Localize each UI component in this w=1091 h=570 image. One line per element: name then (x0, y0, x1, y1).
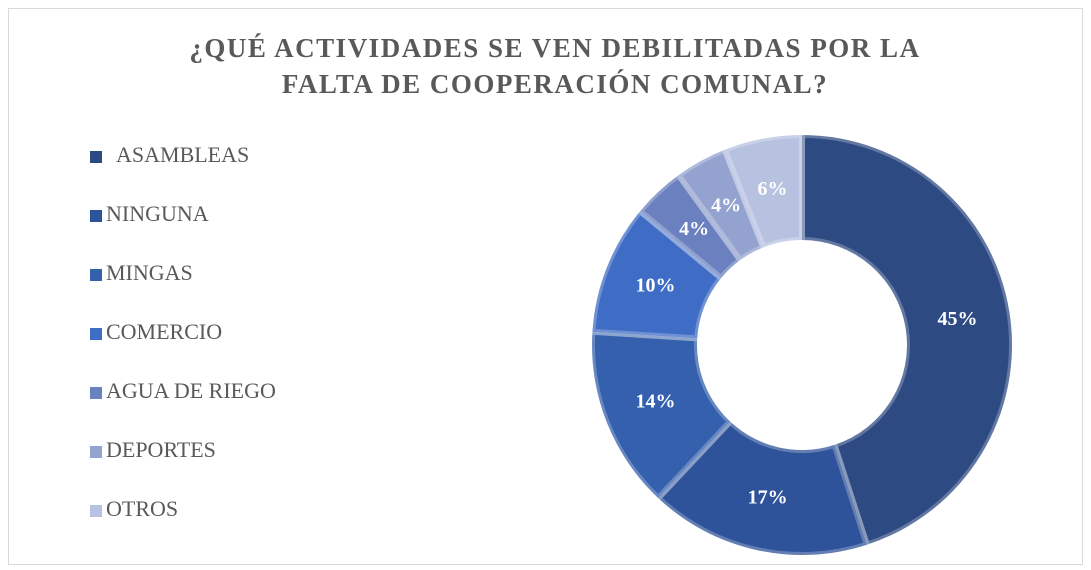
legend-swatch (90, 446, 102, 458)
legend-swatch (90, 210, 102, 222)
legend-swatch (90, 151, 102, 163)
legend-label: MINGAS (106, 260, 193, 285)
data-label: 6% (757, 178, 787, 200)
data-label: 10% (636, 275, 676, 297)
data-label: 14% (636, 391, 676, 413)
legend-label: COMERCIO (106, 319, 222, 344)
legend-swatch (90, 387, 102, 399)
donut-segment (589, 328, 734, 502)
data-label: 4% (711, 195, 741, 217)
data-label: 45% (938, 308, 978, 330)
legend-swatch (90, 328, 102, 340)
data-label: 4% (679, 218, 709, 240)
donut-segment (799, 132, 1015, 548)
donut-segment (655, 418, 870, 558)
donut-segment (721, 132, 805, 251)
chart-title: ¿QUÉ ACTIVIDADES SE VEN DEBILITADAS POR … (189, 33, 921, 99)
legend-label: OTROS (106, 496, 178, 521)
legend-label: AGUA DE RIEGO (106, 378, 276, 403)
legend-label: NINGUNA (106, 201, 209, 226)
legend-swatch (90, 269, 102, 281)
legend-label: DEPORTES (106, 437, 216, 462)
donut-segment (589, 208, 725, 342)
legend-label: ASAMBLEAS (116, 142, 249, 167)
legend-swatch (90, 505, 102, 517)
data-label: 17% (748, 486, 788, 508)
